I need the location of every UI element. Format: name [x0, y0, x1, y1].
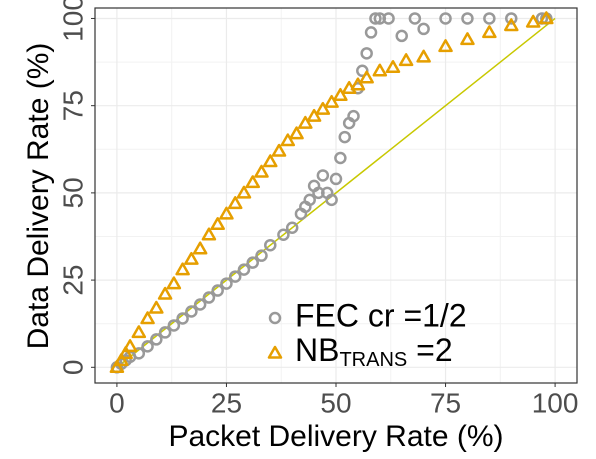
point [237, 263, 251, 276]
point [324, 94, 339, 108]
point [372, 63, 388, 77]
point [263, 154, 278, 168]
point [439, 12, 452, 25]
point [385, 60, 401, 74]
point [398, 53, 414, 67]
y-tick-label: 75 [57, 90, 88, 121]
y-tick-label: 0 [57, 360, 88, 376]
x-tick-label: 100 [532, 387, 579, 418]
legend-label: NBTRANS =2 [295, 332, 453, 371]
point [175, 262, 190, 276]
x-tick-label: 75 [430, 387, 461, 418]
point [325, 193, 338, 207]
point [347, 109, 360, 123]
x-tick-label: 25 [211, 387, 242, 418]
point [417, 22, 430, 36]
point [210, 217, 225, 231]
point [114, 353, 129, 367]
point [360, 47, 373, 60]
point [228, 270, 242, 283]
point [271, 143, 287, 157]
legend-marker [268, 311, 282, 325]
point [482, 25, 497, 39]
point [483, 12, 496, 25]
legend-marker [267, 345, 283, 359]
point [255, 249, 268, 262]
point [227, 196, 243, 210]
x-axis-title: Packet Delivery Rate (%) [168, 420, 503, 453]
point [316, 169, 330, 182]
point [285, 221, 299, 235]
point [192, 241, 208, 255]
point [122, 339, 138, 353]
point [315, 101, 331, 115]
point [334, 151, 347, 165]
point [109, 360, 125, 374]
point [176, 312, 189, 325]
point [132, 347, 146, 360]
point [416, 49, 431, 63]
point [158, 326, 172, 339]
y-tick-label: 50 [57, 177, 88, 208]
point [141, 340, 154, 353]
point [333, 87, 348, 101]
point [149, 300, 164, 314]
x-tick-label: 0 [109, 387, 125, 418]
point [184, 251, 199, 265]
point [289, 126, 304, 140]
point [280, 133, 296, 147]
legend-label-part: TRANS [339, 349, 407, 371]
legend-label-part: NB [295, 332, 339, 368]
point [131, 325, 147, 339]
x-tick-label: 50 [320, 387, 351, 418]
point [408, 12, 422, 25]
point [461, 12, 474, 25]
point [118, 346, 133, 360]
point [211, 284, 224, 297]
point [150, 333, 163, 346]
point [539, 11, 554, 25]
point [201, 227, 217, 241]
y-tick-label: 25 [57, 265, 88, 296]
point [220, 277, 233, 290]
point [236, 185, 252, 199]
reference-line [116, 17, 556, 368]
legend-label-part: =2 [407, 332, 452, 368]
point [157, 286, 173, 300]
point [277, 228, 290, 241]
point [246, 256, 259, 269]
point [298, 115, 313, 129]
legend-label: FEC cr =1/2 [295, 297, 467, 333]
point [395, 29, 408, 43]
point [166, 276, 182, 290]
point [504, 18, 519, 32]
point [329, 172, 343, 186]
point [254, 164, 269, 178]
point [264, 238, 277, 252]
point [359, 70, 374, 84]
y-axis-title: Data Delivery Rate (%) [22, 43, 55, 350]
point [338, 130, 352, 144]
y-tick-label: 100 [57, 0, 88, 42]
point [460, 32, 475, 46]
point [382, 12, 395, 25]
point [303, 193, 316, 207]
point [525, 14, 541, 28]
plot-border [94, 7, 578, 384]
point [202, 291, 216, 304]
point [369, 12, 382, 25]
point [219, 206, 234, 220]
point [140, 311, 155, 325]
point [350, 77, 366, 91]
point [167, 319, 181, 332]
point [185, 305, 198, 318]
point [306, 108, 322, 122]
point [193, 298, 207, 311]
point [438, 39, 453, 53]
point [505, 12, 518, 25]
point [245, 175, 260, 189]
point [364, 26, 378, 39]
